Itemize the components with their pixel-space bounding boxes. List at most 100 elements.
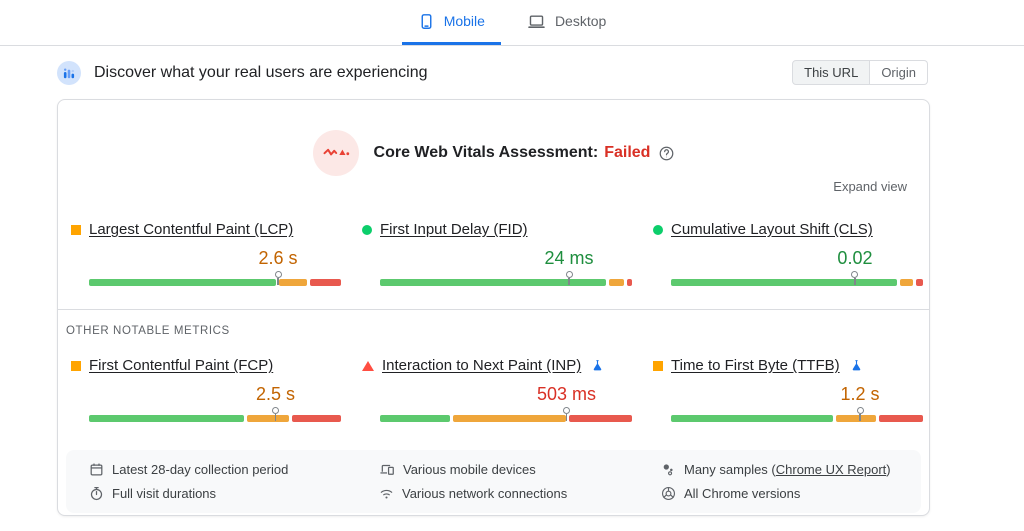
footer-item-network: Various network connections [379, 486, 661, 501]
metric-fcp-rating-square-icon [71, 360, 81, 371]
help-icon[interactable] [659, 146, 674, 161]
metric-ttfb-segment-good [671, 415, 834, 422]
other-metrics-label: OTHER NOTABLE METRICS [66, 325, 230, 337]
core-metrics-row: Largest Contentful Paint (LCP) 2.6 s First… [71, 221, 929, 286]
assessment-status: Failed [604, 144, 651, 161]
metric-ttfb-title-link[interactable]: Time to First Byte (TTFB) [671, 357, 840, 374]
web-vitals-pulse-icon [312, 130, 359, 176]
metric-fid-segment-good [380, 279, 607, 286]
experimental-flask-icon [591, 359, 604, 372]
metric-fcp-p75-value: 2.5 s [255, 384, 295, 404]
metric-ttfb-segment-needs-improvement [836, 415, 876, 422]
tab-mobile[interactable]: Mobile [401, 0, 501, 45]
metrics-divider [58, 309, 929, 310]
metric-fcp-bar [89, 415, 341, 422]
metric-inp: Interaction to Next Paint (INP) 503 ms [362, 357, 632, 422]
metric-cls-title-link[interactable]: Cumulative Layout Shift (CLS) [671, 221, 873, 238]
experimental-flask-icon [850, 359, 863, 372]
field-data-header: Discover what your real users are experi… [57, 46, 928, 99]
metric-lcp-segment-needs-improvement [279, 279, 308, 286]
metric-fcp-segment-good [89, 415, 244, 422]
metric-cls-rating-circle-icon [653, 224, 663, 235]
metric-cls-p75-value: 0.02 [837, 248, 873, 268]
device-tabbar: Mobile Desktop [0, 0, 1024, 46]
metric-ttfb-distribution-chart: 1.2 s [671, 384, 923, 422]
metric-fid-rating-circle-icon [362, 224, 372, 235]
tab-desktop-label: Desktop [554, 13, 607, 29]
metric-lcp-p75-value: 2.6 s [258, 248, 298, 268]
footer-item-text: Various mobile devices [403, 462, 536, 477]
metric-ttfb-bar [671, 415, 923, 422]
field-users-icon [57, 60, 81, 85]
desktop-icon [527, 13, 546, 30]
metric-inp-p75-value: 503 ms [536, 384, 596, 404]
footer-item-text: Various network connections [402, 486, 568, 501]
metric-ttfb-p75-marker-icon [856, 407, 864, 421]
metric-ttfb-rating-square-icon [653, 360, 663, 371]
footer-item-text: Latest 28-day collection period [112, 462, 289, 477]
stopwatch-icon [89, 486, 104, 501]
metric-lcp-segment-good [89, 279, 277, 286]
metric-inp-rating-triangle-icon [362, 360, 374, 371]
field-data-card: Core Web Vitals Assessment: Failed Expan… [57, 99, 930, 516]
metric-cls-distribution-chart: 0.02 [671, 248, 923, 286]
calendar-icon [89, 462, 104, 477]
metric-cls-segment-good [671, 279, 898, 286]
mobile-icon [418, 13, 435, 30]
metric-cls-segment-poor [915, 279, 923, 286]
footer-item-devices: Various mobile devices [379, 462, 661, 477]
footer-item-samples: Many samples (Chrome UX Report) [661, 462, 921, 477]
metric-ttfb: Time to First Byte (TTFB) 1.2 s [653, 357, 923, 422]
footer-item-stopwatch: Full visit durations [89, 486, 379, 501]
field-section-title: Discover what your real users are experi… [94, 63, 428, 81]
scope-this-url-button[interactable]: This URL [792, 60, 871, 85]
footer-item-text: All Chrome versions [684, 486, 801, 501]
metric-fcp-segment-poor [291, 415, 341, 422]
metric-fcp-distribution-chart: 2.5 s [89, 384, 341, 422]
scope-toggle: This URL Origin [792, 60, 928, 85]
metric-lcp-segment-poor [310, 279, 341, 286]
footer-item-text: Full visit durations [112, 486, 217, 501]
expand-view-button[interactable]: Expand view [833, 179, 907, 194]
metric-cls-segment-needs-improvement [900, 279, 913, 286]
metric-fcp: First Contentful Paint (FCP) 2.5 s [71, 357, 341, 422]
metric-fid-title-link[interactable]: First Input Delay (FID) [380, 221, 528, 238]
samples-icon [661, 462, 676, 477]
metric-inp-distribution-chart: 503 ms [380, 384, 632, 422]
metric-fcp-segment-needs-improvement [246, 415, 289, 422]
assessment-label: Core Web Vitals Assessment: [373, 144, 599, 161]
collection-info-footer: Latest 28-day collection period Full visi… [66, 450, 921, 513]
metric-fid-p75-value: 24 ms [544, 248, 594, 268]
metric-cls-p75-marker-icon [851, 271, 859, 285]
metric-inp-segment-poor [569, 415, 632, 422]
scope-origin-button[interactable]: Origin [870, 60, 928, 85]
cwv-assessment-header: Core Web Vitals Assessment: Failed [58, 130, 929, 176]
metric-lcp-bar [89, 279, 341, 286]
tab-desktop[interactable]: Desktop [511, 0, 622, 45]
metric-lcp-title-link[interactable]: Largest Contentful Paint (LCP) [89, 221, 294, 238]
chrome-ux-report-link[interactable]: Chrome UX Report [775, 462, 887, 477]
metric-lcp-rating-square-icon [71, 224, 81, 235]
metric-fcp-title-link[interactable]: First Contentful Paint (FCP) [89, 357, 274, 374]
metric-lcp-p75-marker-icon [274, 271, 282, 285]
metric-inp-title-link[interactable]: Interaction to Next Paint (INP) [382, 357, 582, 374]
metric-ttfb-segment-poor [878, 415, 923, 422]
metric-lcp: Largest Contentful Paint (LCP) 2.6 s [71, 221, 341, 286]
metric-inp-bar [380, 415, 632, 422]
metric-fid-segment-needs-improvement [609, 279, 625, 286]
metric-cls-bar [671, 279, 923, 286]
metric-inp-p75-marker-icon [562, 407, 570, 421]
footer-item-text: Many samples (Chrome UX Report) [684, 462, 891, 477]
metric-fid: First Input Delay (FID) 24 ms [362, 221, 632, 286]
footer-item-chrome: All Chrome versions [661, 486, 921, 501]
metric-cls: Cumulative Layout Shift (CLS) 0.02 [653, 221, 923, 286]
metric-ttfb-p75-value: 1.2 s [840, 384, 880, 404]
devices-icon [379, 462, 395, 477]
metric-fid-p75-marker-icon [565, 271, 573, 285]
metric-fid-segment-poor [627, 279, 632, 286]
chrome-icon [661, 486, 676, 501]
metric-fid-bar [380, 279, 632, 286]
footer-item-calendar: Latest 28-day collection period [89, 462, 379, 477]
metric-fid-distribution-chart: 24 ms [380, 248, 632, 286]
metric-fcp-p75-marker-icon [271, 407, 279, 421]
